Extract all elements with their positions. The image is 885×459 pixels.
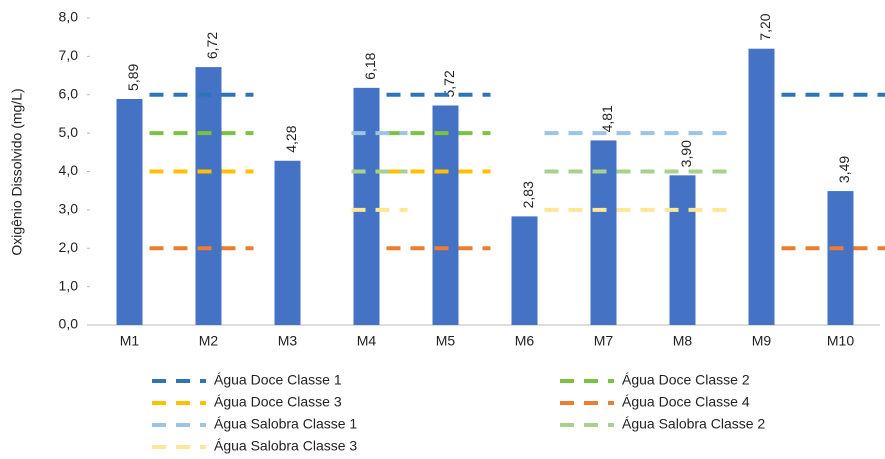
value-label: 4,28	[283, 125, 299, 152]
bar	[748, 48, 775, 325]
legend-label: Água Salobra Classe 1	[214, 416, 357, 432]
x-tick-label: M7	[594, 333, 614, 349]
y-tick-label: 2,0	[59, 239, 79, 255]
value-label: 6,18	[362, 52, 378, 79]
x-tick-label: M2	[199, 333, 219, 349]
bar	[116, 98, 143, 325]
bar	[511, 216, 538, 325]
y-tick-label: 8,0	[59, 9, 79, 25]
value-label: 4,81	[599, 105, 615, 132]
legend-label: Água Doce Classe 2	[622, 372, 750, 388]
x-tick-label: M10	[827, 333, 854, 349]
value-label: 5,72	[441, 70, 457, 97]
value-label: 3,49	[836, 156, 852, 183]
y-tick-label: 1,0	[59, 277, 79, 293]
y-tick-label: 3,0	[59, 201, 79, 217]
legend-label: Água Doce Classe 3	[214, 394, 342, 410]
value-label: 6,72	[204, 32, 220, 59]
x-tick-label: M9	[752, 333, 772, 349]
y-tick-label: 0,0	[59, 316, 79, 332]
y-tick-label: 7,0	[59, 47, 79, 63]
x-tick-label: M5	[436, 333, 456, 349]
y-tick-label: 4,0	[59, 162, 79, 178]
bar	[432, 105, 459, 326]
legend-label: Água Salobra Classe 2	[622, 416, 765, 432]
y-axis-title: Oxigênio Dissolvido (mg/L)	[9, 88, 25, 255]
bar	[590, 140, 617, 325]
legend-label: Água Doce Classe 4	[622, 394, 750, 410]
x-tick-label: M3	[278, 333, 298, 349]
x-tick-label: M1	[120, 333, 140, 349]
value-label: 5,89	[125, 64, 141, 91]
y-tick-label: 6,0	[59, 85, 79, 101]
y-tick-label: 5,0	[59, 124, 79, 140]
legend-label: Água Doce Classe 1	[214, 372, 342, 388]
bar	[353, 87, 380, 325]
value-label: 3,90	[678, 140, 694, 167]
bar	[669, 175, 696, 325]
bar	[195, 67, 222, 326]
value-label: 7,20	[757, 13, 773, 40]
value-label: 2,83	[520, 181, 536, 208]
x-tick-label: M8	[673, 333, 693, 349]
x-tick-label: M4	[357, 333, 377, 349]
bar	[274, 160, 301, 325]
x-tick-label: M6	[515, 333, 535, 349]
bar	[827, 191, 854, 325]
legend-label: Água Salobra Classe 3	[214, 438, 357, 454]
